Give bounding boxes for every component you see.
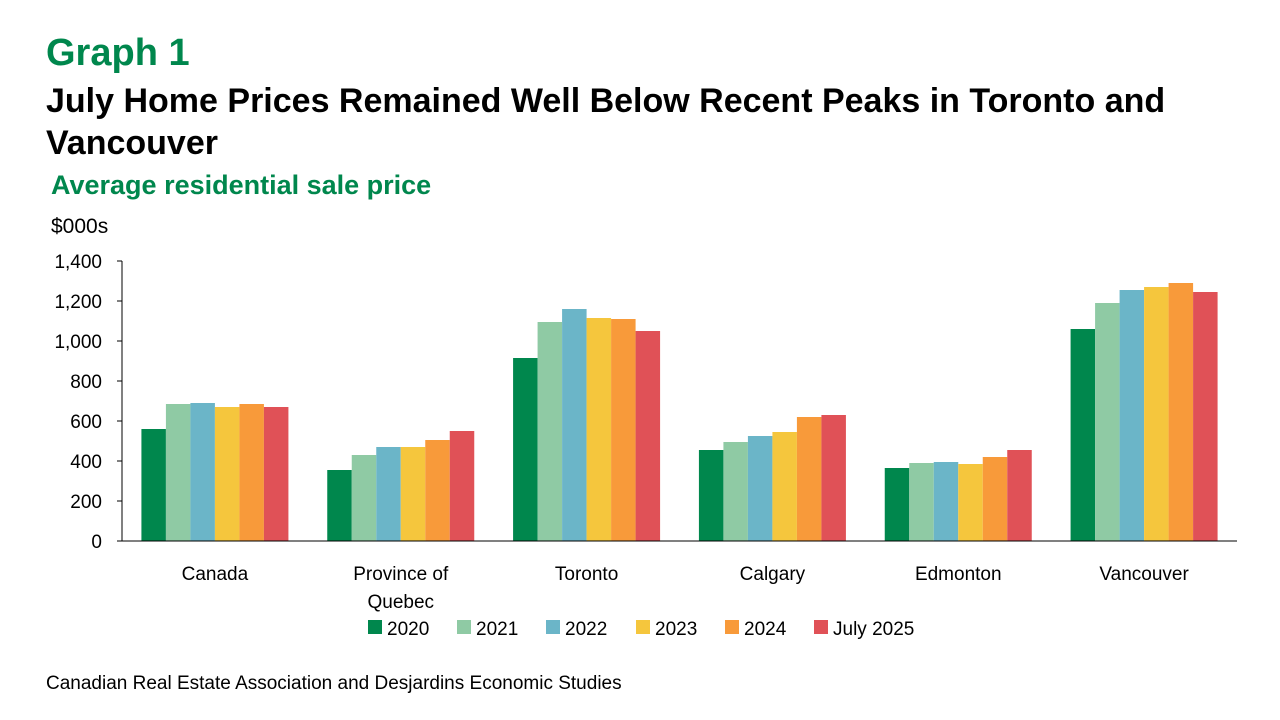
legend-label: July 2025 [833, 619, 914, 640]
bar [723, 442, 748, 541]
legend-swatch [814, 620, 828, 634]
bar [190, 403, 215, 541]
bar-group [513, 309, 661, 541]
graph-number: Graph 1 [46, 32, 190, 74]
bar [796, 417, 822, 541]
bar [327, 470, 352, 541]
bar [263, 407, 289, 541]
legend-label: 2021 [476, 619, 518, 640]
x-tick-label: Canada [182, 564, 249, 585]
y-tick-label: 1,200 [54, 292, 102, 313]
legend-label: 2022 [565, 619, 607, 640]
source-note: Canadian Real Estate Association and Des… [46, 673, 622, 694]
chart-subtitle: Average residential sale price [51, 170, 432, 200]
legend-swatch [636, 620, 650, 634]
y-axis-label: $000s [51, 215, 108, 238]
y-tick-label: 800 [70, 372, 102, 393]
bar [747, 436, 773, 541]
bar [982, 457, 1008, 541]
y-tick-label: 1,000 [54, 332, 102, 353]
y-tick-label: 200 [70, 492, 102, 513]
bar [698, 450, 724, 541]
bar [1168, 283, 1194, 541]
bar [933, 462, 959, 541]
bar-group [141, 403, 289, 541]
legend-label: 2023 [655, 619, 697, 640]
legend: 2020 2021 2022 2023 2024 July 2025 [368, 619, 914, 640]
x-axis: Canada Province of Quebec Toronto Calgary Edm… [122, 540, 1237, 613]
legend-swatch [725, 620, 739, 634]
bar [1144, 287, 1169, 541]
bar-group [1070, 283, 1218, 541]
x-tick-label: Toronto [555, 564, 618, 585]
bar [772, 432, 797, 541]
bar-chart: $000s 0 200 400 600 800 1,000 1,200 1,400 Canad… [51, 215, 1237, 640]
chart-title: July Home Prices Remained Well Below Rec… [46, 82, 1166, 162]
bar [141, 429, 166, 541]
y-tick-label: 400 [70, 452, 102, 473]
y-tick-label: 0 [91, 532, 102, 553]
y-tick-label: 600 [70, 412, 102, 433]
bar [1007, 450, 1032, 541]
x-tick-label: Province of Quebec [353, 564, 449, 613]
bar-group [698, 415, 846, 541]
bar-group [327, 431, 475, 541]
bar [958, 464, 983, 541]
legend-item: 2021 [457, 619, 518, 640]
y-axis: 0 200 400 600 800 1,000 1,200 1,400 [54, 252, 123, 553]
bar [1095, 303, 1120, 541]
bar [239, 404, 264, 541]
x-tick-label: Edmonton [915, 564, 1002, 585]
bar [1193, 292, 1218, 541]
bar [449, 431, 475, 541]
bar [821, 415, 846, 541]
legend-label: 2020 [387, 619, 429, 640]
bar [165, 404, 191, 541]
legend-item: 2024 [725, 619, 787, 640]
bar-group [884, 450, 1032, 541]
bar [537, 322, 563, 541]
bar [562, 309, 587, 541]
legend-swatch [368, 620, 382, 634]
bar [909, 463, 934, 541]
bar [1070, 329, 1096, 541]
bar [351, 455, 377, 541]
legend-label: 2024 [744, 619, 787, 640]
bar [400, 447, 426, 541]
legend-item: 2022 [546, 619, 607, 640]
bar [611, 319, 636, 541]
y-tick-label: 1,400 [54, 252, 102, 273]
legend-item: 2023 [636, 619, 697, 640]
bar [513, 358, 538, 541]
bar [376, 447, 401, 541]
bar [586, 318, 612, 541]
legend-swatch [457, 620, 471, 634]
bar [635, 331, 661, 541]
bars [141, 283, 1218, 541]
bar [214, 407, 240, 541]
legend-item: 2020 [368, 619, 429, 640]
legend-item: July 2025 [814, 619, 914, 640]
bar [884, 468, 910, 541]
x-tick-label: Calgary [740, 564, 806, 585]
x-tick-label: Vancouver [1099, 564, 1189, 585]
bar [1119, 290, 1145, 541]
legend-swatch [546, 620, 560, 634]
bar [425, 440, 450, 541]
